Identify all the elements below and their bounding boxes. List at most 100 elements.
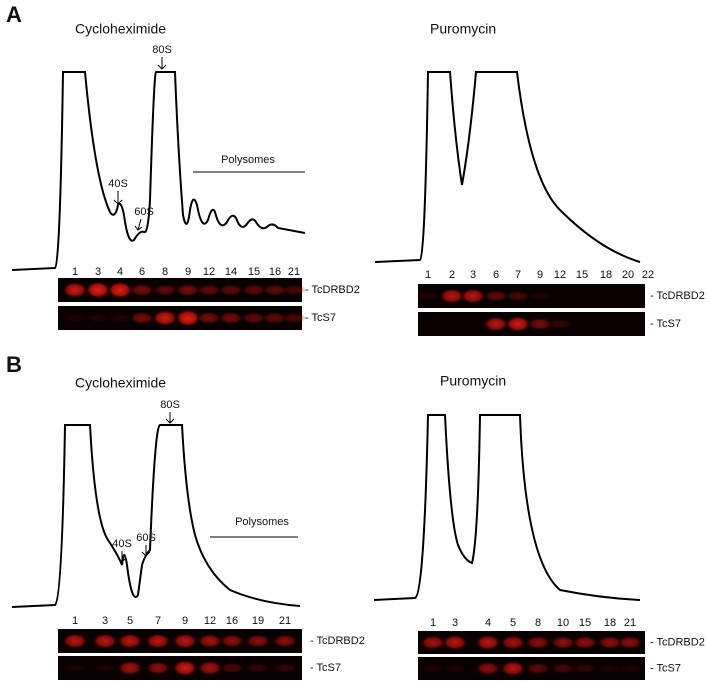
band	[420, 664, 446, 673]
band	[272, 634, 298, 648]
band	[62, 281, 88, 299]
band	[527, 317, 553, 331]
band	[597, 635, 623, 650]
fraction-label: 9	[537, 269, 543, 281]
band	[597, 664, 623, 673]
profile	[11, 424, 301, 608]
band	[92, 633, 118, 649]
band	[218, 311, 244, 325]
band	[547, 319, 573, 329]
band	[152, 309, 178, 327]
blot-label: - TcS7	[310, 662, 341, 674]
blot-label: - TcS7	[650, 662, 681, 674]
band	[420, 635, 446, 650]
band	[175, 283, 201, 297]
fraction-label: 10	[557, 617, 569, 629]
band	[197, 633, 223, 649]
arrow	[141, 545, 151, 557]
band	[281, 312, 307, 324]
fraction-label: 5	[127, 615, 133, 627]
band	[500, 635, 526, 650]
blot-label: - TcS7	[305, 312, 336, 324]
fraction-label: 3	[452, 617, 458, 629]
band	[262, 312, 288, 324]
band	[129, 283, 155, 297]
fraction-label: 3	[95, 266, 101, 278]
band	[175, 309, 201, 327]
fraction-label: 8	[162, 266, 168, 278]
fraction-label: 1	[430, 617, 436, 629]
fraction-label: 15	[248, 266, 260, 278]
fraction-label: 18	[600, 269, 612, 281]
fraction-label: 20	[622, 269, 634, 281]
band	[525, 662, 551, 675]
band	[245, 663, 271, 673]
band	[62, 313, 88, 323]
blot-label: - TcDRBD2	[650, 636, 705, 648]
band	[92, 663, 118, 673]
fraction-label: 12	[204, 615, 216, 627]
band	[525, 635, 551, 650]
band	[550, 663, 576, 674]
band	[415, 291, 441, 301]
band	[219, 634, 245, 648]
fraction-label: 15	[576, 269, 588, 281]
band	[145, 661, 171, 675]
band	[172, 659, 198, 677]
band	[505, 315, 531, 333]
fraction-label: 4	[117, 266, 123, 278]
region-label: Polysomes	[235, 516, 289, 528]
band	[107, 313, 133, 323]
fraction-label: 22	[642, 269, 654, 281]
arrow	[157, 57, 167, 70]
fraction-label: 12	[203, 266, 215, 278]
band	[442, 634, 468, 651]
band	[617, 664, 643, 673]
band	[475, 661, 501, 676]
peak-label: 80S	[160, 399, 180, 411]
band	[62, 633, 88, 649]
profile	[374, 71, 641, 263]
panel-label: A	[6, 2, 22, 27]
peak-label: 60S	[136, 532, 156, 544]
panel-title: Puromycin	[440, 373, 506, 389]
fraction-label: 9	[185, 266, 191, 278]
band	[475, 634, 501, 651]
fraction-label: 12	[554, 269, 566, 281]
panel-label: B	[6, 352, 22, 377]
peak-label: 80S	[152, 44, 172, 56]
band	[145, 633, 171, 649]
blot-label: - TcS7	[650, 318, 681, 330]
fraction-label: 21	[624, 617, 636, 629]
fraction-label: 9	[182, 615, 188, 627]
fraction-label: 21	[288, 266, 300, 278]
panel-title: Cycloheximide	[75, 375, 166, 391]
peak-label: 40S	[112, 538, 132, 550]
fraction-label: 21	[279, 615, 291, 627]
band	[550, 635, 576, 650]
fraction-label: 6	[139, 266, 145, 278]
region-label: Polysomes	[221, 154, 275, 166]
band	[107, 281, 133, 299]
fraction-label: 8	[535, 617, 541, 629]
band	[62, 663, 88, 673]
fraction-label: 16	[226, 615, 238, 627]
band	[85, 281, 111, 299]
band	[241, 284, 267, 296]
fraction-label: 1	[425, 269, 431, 281]
blot-label: - TcDRBD2	[310, 635, 365, 647]
band	[572, 635, 598, 650]
band	[218, 284, 244, 296]
band	[245, 634, 271, 648]
peak-label: 60S	[134, 206, 154, 218]
band	[241, 312, 267, 324]
fraction-label: 15	[579, 617, 591, 629]
band	[152, 284, 178, 296]
band	[85, 313, 111, 323]
band	[196, 284, 222, 296]
arrow	[117, 551, 127, 563]
arrow	[165, 412, 175, 424]
band	[117, 633, 143, 649]
band	[439, 288, 465, 304]
